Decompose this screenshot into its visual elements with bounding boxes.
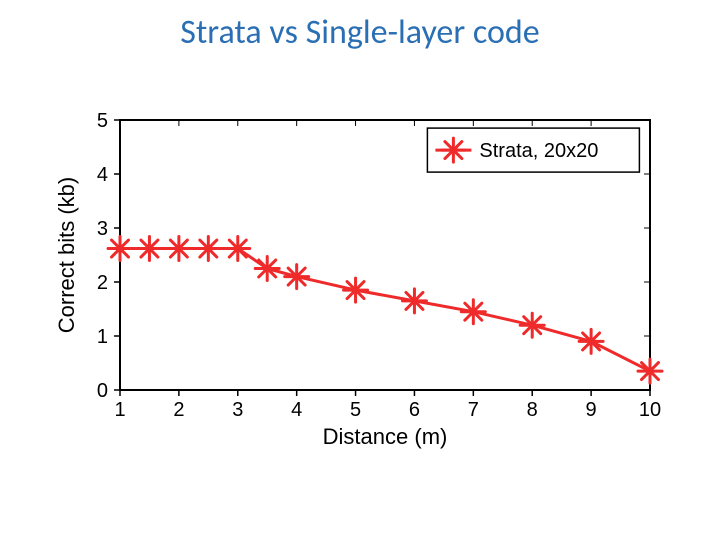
line-chart: 12345678910012345Distance (m)Correct bit… — [40, 90, 680, 470]
legend-label: Strata, 20x20 — [479, 140, 598, 162]
data-marker — [255, 257, 279, 281]
x-tick-label: 3 — [232, 399, 243, 421]
x-tick-label: 2 — [173, 399, 184, 421]
x-tick-label: 10 — [639, 399, 661, 421]
x-axis-label: Distance (m) — [323, 424, 448, 449]
data-marker — [344, 278, 368, 302]
y-tick-label: 3 — [97, 218, 108, 240]
y-tick-label: 5 — [97, 110, 108, 132]
data-marker — [638, 359, 662, 383]
data-marker — [520, 313, 544, 337]
x-tick-label: 8 — [527, 399, 538, 421]
data-marker — [108, 237, 132, 261]
x-tick-label: 7 — [468, 399, 479, 421]
slide-title: Strata vs Single-layer code — [0, 12, 720, 53]
data-marker — [137, 237, 161, 261]
x-tick-label: 4 — [291, 399, 302, 421]
x-tick-label: 9 — [586, 399, 597, 421]
x-tick-label: 1 — [114, 399, 125, 421]
data-marker — [167, 237, 191, 261]
y-tick-label: 1 — [97, 326, 108, 348]
x-tick-label: 5 — [350, 399, 361, 421]
data-marker — [226, 237, 250, 261]
y-tick-label: 2 — [97, 272, 108, 294]
chart-container: 12345678910012345Distance (m)Correct bit… — [40, 90, 680, 475]
y-tick-label: 4 — [97, 164, 108, 186]
y-axis-label: Correct bits (kb) — [54, 177, 79, 333]
data-marker — [196, 237, 220, 261]
data-marker — [441, 138, 465, 162]
legend: Strata, 20x20 — [427, 128, 639, 172]
data-marker — [402, 289, 426, 313]
x-tick-label: 6 — [409, 399, 420, 421]
data-marker — [579, 329, 603, 353]
data-marker — [461, 300, 485, 324]
data-marker — [285, 265, 309, 289]
y-tick-label: 0 — [97, 380, 108, 402]
